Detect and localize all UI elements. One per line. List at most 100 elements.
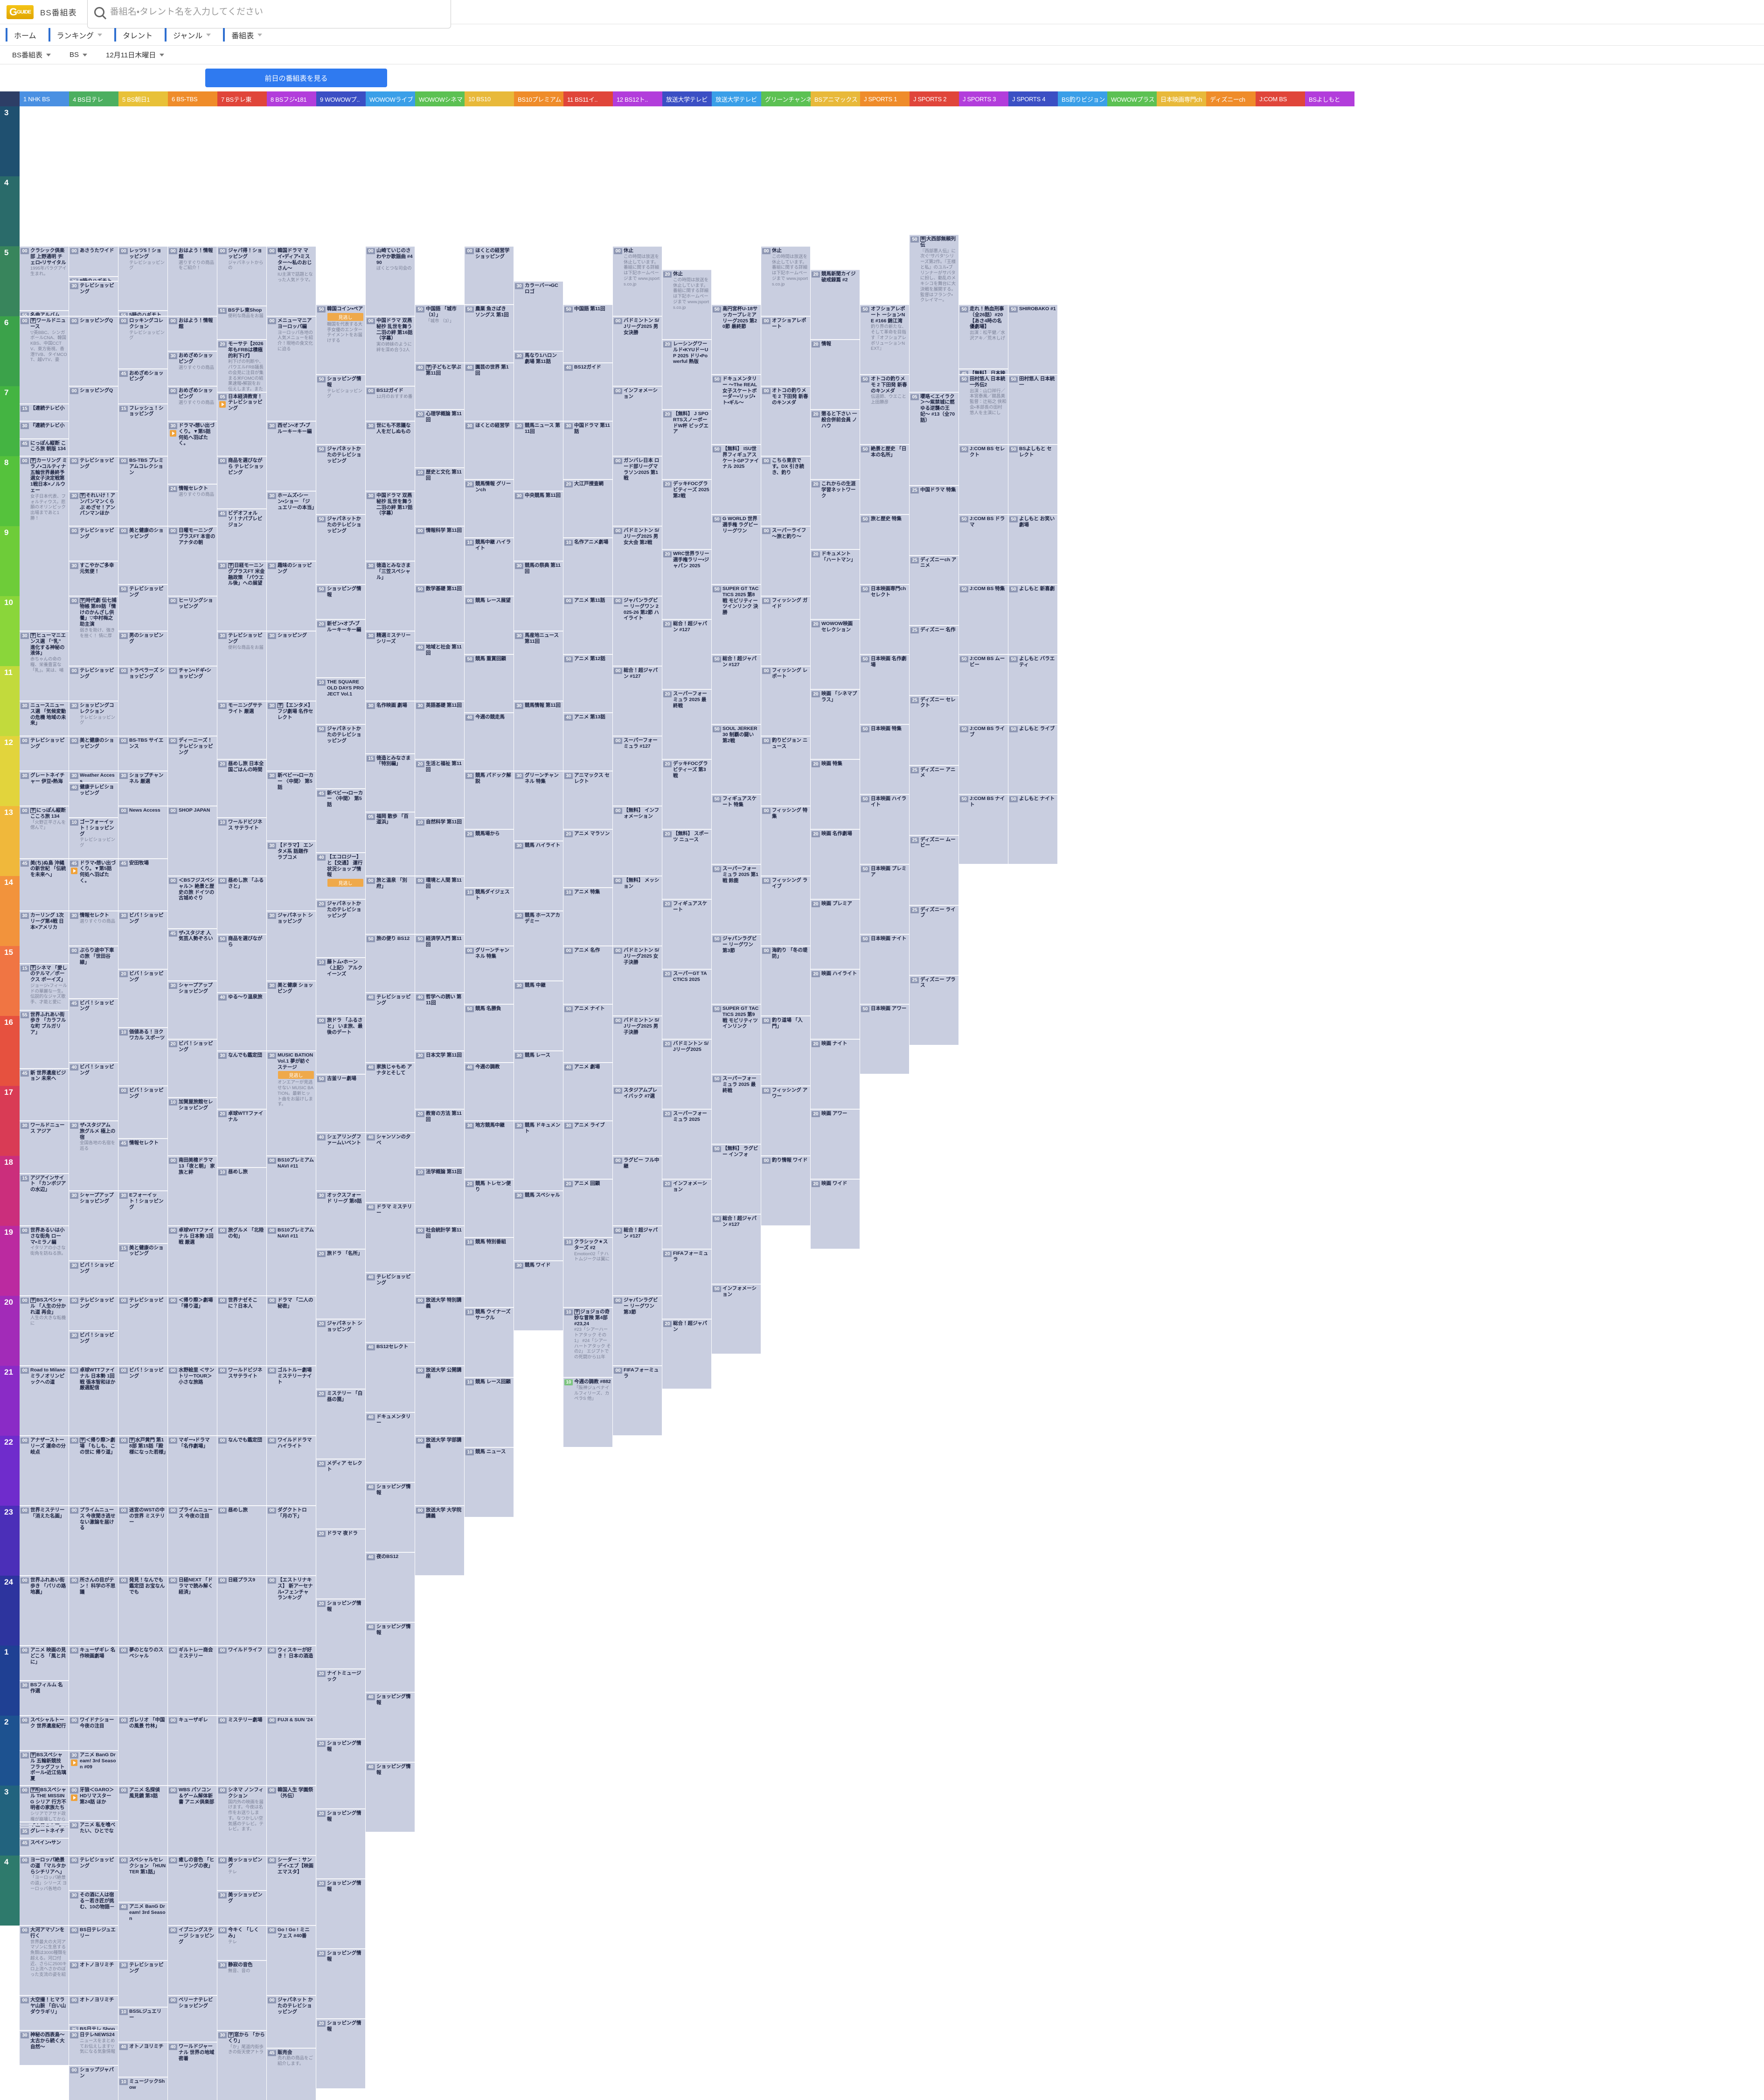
channel-header-20[interactable]: J SPORTS 4 — [1008, 91, 1058, 106]
channel-header-5[interactable]: 8 BSフジ・181 — [267, 91, 316, 106]
channel-header-8[interactable]: WOWOWシネマ — [415, 91, 465, 106]
nav-item-program-guide[interactable]: 番組表 — [223, 28, 274, 42]
program-cell[interactable]: 00＜BSフジスペシャル＞ 絶景と歴史の旅 ドイツの古城めぐり — [168, 876, 217, 928]
date-select[interactable]: 12月11日木曜日 — [106, 50, 164, 60]
channel-header-24[interactable]: ディズニーch — [1206, 91, 1256, 106]
nav-item-ranking[interactable]: ランキング — [49, 28, 115, 42]
channel-header-10[interactable]: BS10プレミアム — [514, 91, 563, 106]
